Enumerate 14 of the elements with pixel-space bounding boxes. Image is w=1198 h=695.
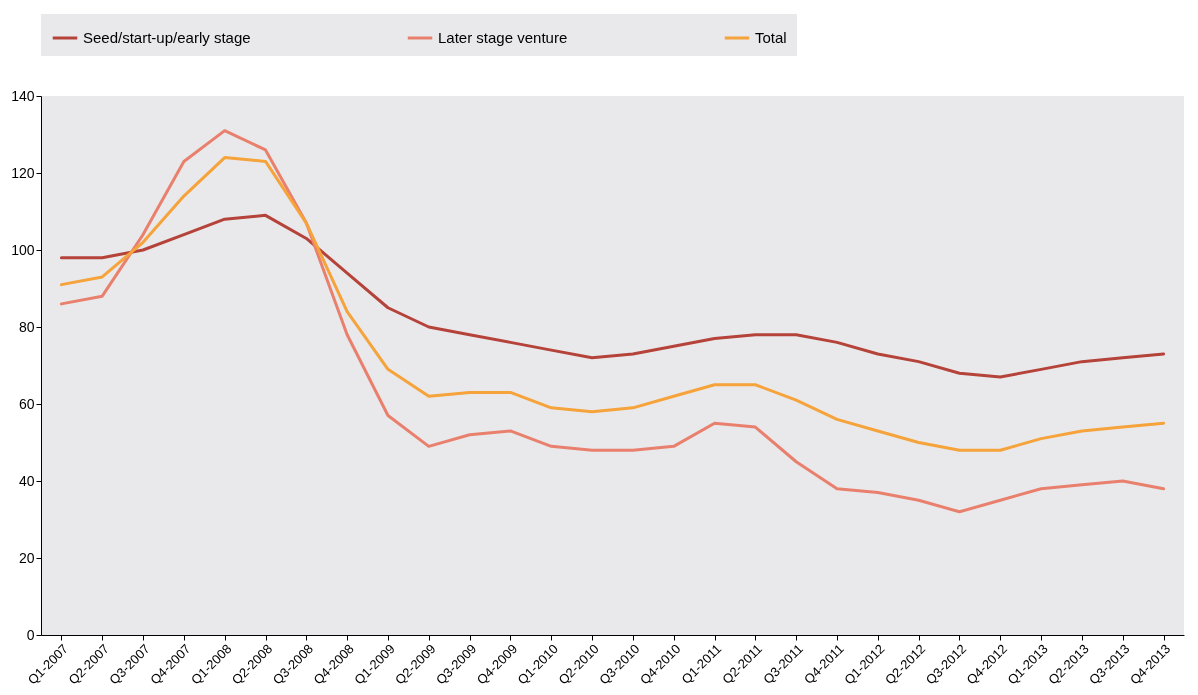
y-tick-label: 80 [18, 318, 35, 335]
line-series [59, 156, 1166, 452]
y-tick-label: 20 [18, 549, 35, 566]
y-tick-label: 0 [26, 626, 35, 643]
y-tick-label: 60 [18, 395, 35, 412]
y-tick-label: 140 [11, 87, 35, 104]
legend-label: Later stage venture [438, 29, 568, 46]
y-tick-label: 40 [18, 472, 35, 489]
line-series [59, 129, 1166, 514]
legend-label: Total [755, 29, 787, 46]
y-tick-label: 120 [11, 164, 35, 181]
line-series [59, 213, 1166, 379]
y-tick-label: 100 [11, 241, 35, 258]
legend-label: Seed/start-up/early stage [83, 29, 251, 46]
